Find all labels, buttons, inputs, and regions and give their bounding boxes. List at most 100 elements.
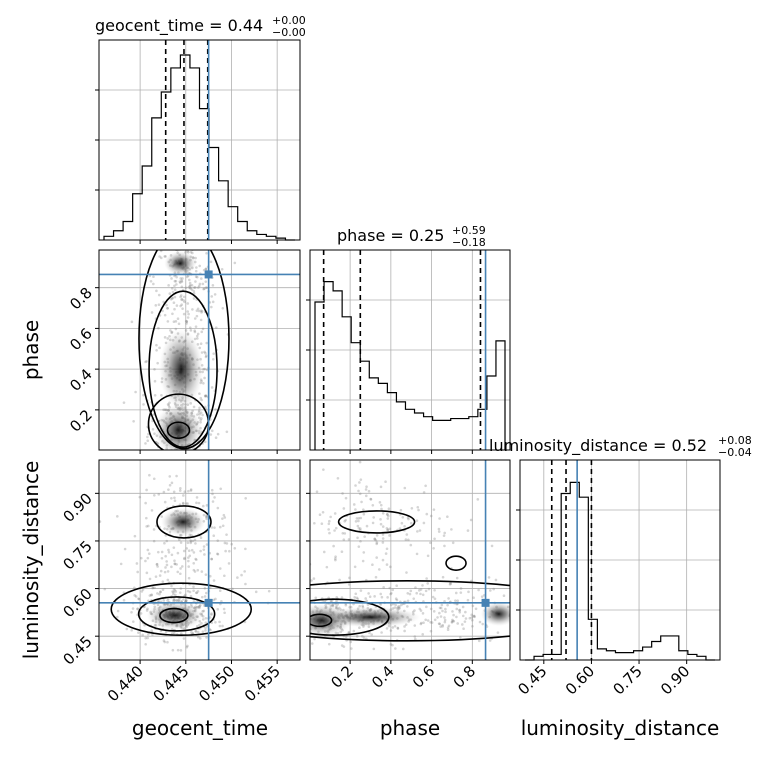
scatter-phase-vs-luminosity-distance-point xyxy=(452,613,455,617)
scatter-phase-vs-luminosity-distance-point xyxy=(461,614,465,618)
title-phase: phase = 0.25 xyxy=(337,226,444,245)
scatter-phase-vs-luminosity-distance-point xyxy=(384,552,388,555)
scatter-geocent-time-vs-luminosity-distance-point xyxy=(191,539,195,543)
scatter-geocent-time-vs-luminosity-distance-point xyxy=(176,570,180,574)
scatter-geocent-time-vs-luminosity-distance-point xyxy=(179,567,182,570)
scatter-geocent-time-vs-phase-point xyxy=(200,311,203,314)
scatter-geocent-time-vs-luminosity-distance-point xyxy=(208,586,212,590)
scatter-phase-vs-luminosity-distance-point xyxy=(468,616,472,620)
scatter-geocent-time-vs-phase-panel: 0.2 0.4 0.6 0.8 xyxy=(66,245,301,485)
scatter-geocent-time-vs-luminosity-distance-point xyxy=(204,626,207,630)
scatter-geocent-time-vs-luminosity-distance-point xyxy=(141,633,144,637)
scatter-geocent-time-vs-phase-point xyxy=(210,295,214,298)
scatter-geocent-time-vs-phase-point xyxy=(188,284,192,288)
scatter-geocent-time-vs-luminosity-distance-point xyxy=(145,488,148,492)
scatter-geocent-time-vs-luminosity-distance-point xyxy=(202,513,206,517)
scatter-phase-vs-luminosity-distance-point xyxy=(385,513,389,516)
scatter-geocent-time-vs-phase-point xyxy=(160,393,163,397)
scatter-geocent-time-vs-phase-point xyxy=(198,406,201,410)
scatter-phase-vs-luminosity-distance-point xyxy=(368,631,371,635)
scatter-phase-vs-luminosity-distance-point xyxy=(425,512,429,516)
scatter-geocent-time-vs-phase-point xyxy=(180,280,184,283)
scatter-phase-vs-luminosity-distance-point xyxy=(395,598,399,602)
scatter-phase-vs-luminosity-distance-point xyxy=(413,624,417,627)
scatter-geocent-time-vs-luminosity-distance-point xyxy=(218,525,222,529)
scatter-geocent-time-vs-phase-point xyxy=(153,367,156,371)
scatter-geocent-time-vs-phase-point xyxy=(204,351,207,355)
scatter-geocent-time-vs-phase-point xyxy=(209,433,213,436)
scatter-geocent-time-vs-luminosity-distance-point xyxy=(196,630,200,634)
scatter-phase-vs-luminosity-distance-point xyxy=(436,616,439,619)
scatter-phase-vs-luminosity-distance-point xyxy=(492,587,495,591)
scatter-geocent-time-vs-phase-point xyxy=(200,330,204,334)
scatter-geocent-time-vs-luminosity-distance-point xyxy=(223,516,227,519)
scatter-phase-vs-luminosity-distance-point xyxy=(367,489,371,493)
scatter-geocent-time-vs-phase-point xyxy=(196,337,199,340)
hist-geocent-time-step xyxy=(103,54,295,241)
title-geocent-time-sub: −0.00 xyxy=(272,26,306,39)
scatter-phase-vs-luminosity-distance-point xyxy=(477,639,481,643)
scatter-geocent-time-vs-luminosity-distance-point xyxy=(178,591,182,594)
scatter-geocent-time-vs-phase-point xyxy=(188,452,191,455)
scatter-geocent-time-vs-luminosity-distance-point xyxy=(198,605,201,608)
scatter-geocent-time-vs-luminosity-distance-point xyxy=(214,620,217,624)
scatter-geocent-time-vs-luminosity-distance-point xyxy=(170,497,173,500)
scatter-geocent-time-vs-luminosity-distance-point xyxy=(216,552,219,556)
scatter-phase-vs-luminosity-distance-point xyxy=(386,528,390,531)
scatter-geocent-time-vs-phase-point xyxy=(210,386,214,389)
scatter-phase-vs-luminosity-distance-point xyxy=(381,537,385,540)
scatter-geocent-time-vs-luminosity-distance-point xyxy=(204,591,208,595)
title-phase-sub: −0.18 xyxy=(452,236,486,249)
scatter-geocent-time-vs-luminosity-distance-point xyxy=(189,488,193,491)
scatter-phase-vs-luminosity-distance-point xyxy=(381,541,385,544)
scatter-geocent-time-vs-phase-point xyxy=(199,277,203,280)
scatter-geocent-time-vs-phase-point xyxy=(173,450,176,453)
scatter-geocent-time-vs-luminosity-distance-point xyxy=(161,588,165,592)
scatter-geocent-time-vs-luminosity-distance-point xyxy=(172,597,176,600)
scatter-geocent-time-vs-luminosity-distance-point xyxy=(195,591,199,595)
scatter-phase-vs-luminosity-distance-point xyxy=(372,647,376,651)
scatter-phase-vs-luminosity-distance-point xyxy=(313,637,316,641)
scatter-geocent-time-vs-luminosity-distance-point xyxy=(167,550,171,554)
scatter-phase-vs-luminosity-distance-point xyxy=(344,518,347,522)
scatter-geocent-time-vs-phase-point xyxy=(213,293,217,296)
scatter-phase-vs-luminosity-distance-point xyxy=(381,533,385,536)
scatter-phase-vs-luminosity-distance-point xyxy=(363,535,366,538)
scatter-phase-vs-luminosity-distance-point xyxy=(288,616,291,619)
scatter-phase-vs-luminosity-distance-point xyxy=(405,533,409,536)
scatter-phase-vs-luminosity-distance-point xyxy=(421,584,424,587)
scatter-geocent-time-vs-luminosity-distance-point xyxy=(166,640,169,644)
scatter-phase-vs-luminosity-distance-point xyxy=(487,576,491,579)
scatter-geocent-time-vs-luminosity-distance-point xyxy=(168,483,172,487)
scatter-phase-vs-luminosity-distance-point xyxy=(341,531,345,535)
scatter-geocent-time-vs-luminosity-distance-point xyxy=(216,552,220,556)
scatter-phase-vs-luminosity-distance-point xyxy=(461,605,465,609)
scatter-phase-vs-luminosity-distance-point xyxy=(516,600,519,603)
scatter-phase-vs-luminosity-distance-point xyxy=(390,591,393,595)
scatter-geocent-time-vs-luminosity-distance-point xyxy=(156,565,159,568)
scatter-geocent-time-vs-luminosity-distance-point xyxy=(159,590,162,594)
scatter-phase-vs-luminosity-distance-point xyxy=(353,596,357,599)
scatter-phase-vs-luminosity-distance-point xyxy=(361,604,364,608)
scatter-geocent-time-vs-luminosity-distance-point xyxy=(223,611,226,615)
hist-luminosity-distance-step xyxy=(525,481,715,661)
scatter-geocent-time-vs-luminosity-distance-point xyxy=(187,549,191,553)
scatter-geocent-time-vs-phase-point xyxy=(175,275,178,279)
scatter-geocent-time-vs-phase-point xyxy=(203,350,206,354)
scatter-geocent-time-vs-phase-point xyxy=(182,245,185,248)
scatter-phase-vs-luminosity-distance-point xyxy=(369,498,373,501)
scatter-phase-vs-luminosity-distance-point xyxy=(385,526,389,530)
scatter-phase-vs-luminosity-distance-point xyxy=(334,557,337,560)
scatter-geocent-time-vs-phase-point xyxy=(167,453,170,456)
scatter-phase-vs-luminosity-distance-point xyxy=(422,521,426,525)
scatter-geocent-time-vs-luminosity-distance-point xyxy=(214,597,217,601)
scatter-geocent-time-vs-luminosity-distance-point xyxy=(204,621,208,624)
scatter-phase-vs-luminosity-distance-point xyxy=(417,508,420,512)
scatter-geocent-time-vs-luminosity-distance-point xyxy=(99,520,102,523)
scatter-phase-vs-luminosity-distance-point xyxy=(334,526,338,530)
scatter-phase-vs-luminosity-distance-point xyxy=(386,514,390,518)
scatter-phase-vs-luminosity-distance-point xyxy=(357,489,360,493)
scatter-geocent-time-vs-luminosity-distance-contour-0 xyxy=(159,607,189,624)
hist-phase-frame xyxy=(309,249,511,451)
scatter-geocent-time-vs-phase-point xyxy=(164,482,167,485)
